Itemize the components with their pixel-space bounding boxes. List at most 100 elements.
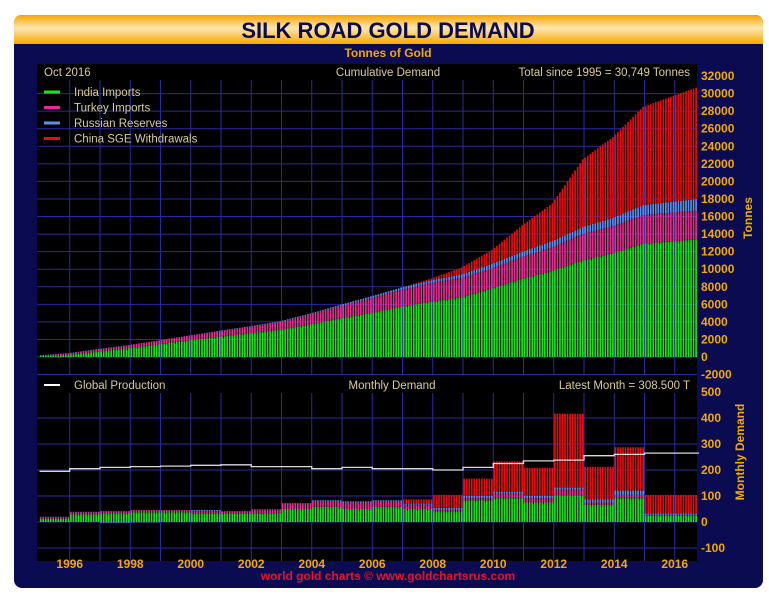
cumulative-bar-segment: [236, 334, 239, 357]
monthly-bar-segment: [102, 511, 105, 514]
monthly-bar-segment: [564, 496, 566, 522]
y-tick-label: 4000: [701, 315, 728, 329]
monthly-bar-segment: [412, 503, 415, 505]
monthly-bar-segment: [155, 512, 158, 522]
monthly-bar-segment: [87, 514, 90, 522]
monthly-bar-segment: [667, 513, 670, 516]
monthly-bar-segment: [339, 506, 342, 522]
cumulative-bar-segment: [566, 181, 569, 235]
x-tick-label: 2004: [298, 557, 325, 571]
cumulative-bar-segment: [604, 142, 607, 221]
monthly-bar-segment: [359, 502, 362, 509]
cumulative-bar-segment: [511, 233, 513, 256]
cumulative-bar-segment: [566, 265, 569, 357]
cumulative-bar-segment: [647, 214, 650, 244]
cumulative-bar-segment: [422, 280, 425, 283]
cumulative-bar-segment: [644, 105, 647, 205]
monthly-bar-segment: [115, 511, 118, 514]
monthly-bar-segment: [332, 501, 334, 507]
cumulative-bar-segment: [435, 279, 438, 283]
monthly-bar-segment: [644, 515, 647, 516]
monthly-bar-segment: [407, 504, 410, 509]
monthly-bar-segment: [349, 502, 352, 509]
monthly-bar-segment: [551, 498, 554, 503]
monthly-bar-segment: [647, 515, 650, 522]
cumulative-bar-segment: [347, 302, 350, 305]
monthly-bar-segment: [664, 513, 667, 516]
monthly-bar-segment: [649, 494, 652, 514]
monthly-bar-segment: [117, 522, 120, 523]
cumulative-bar-segment: [332, 319, 334, 357]
cumulative-bar-segment: [105, 348, 108, 351]
cumulative-bar-segment: [334, 307, 337, 320]
monthly-bar-segment: [70, 514, 72, 522]
monthly-bar-segment: [690, 494, 692, 514]
monthly-bar-segment: [425, 503, 428, 505]
cumulative-bar-segment: [617, 215, 619, 225]
monthly-bar-segment: [145, 512, 148, 522]
monthly-bar-segment: [377, 506, 380, 522]
cumulative-bar-segment: [47, 355, 50, 357]
monthly-bar-segment: [339, 501, 342, 507]
cumulative-bar-segment: [629, 210, 632, 220]
cumulative-bar-segment: [256, 332, 259, 357]
monthly-bar-segment: [238, 511, 241, 514]
cumulative-bar-segment: [445, 299, 448, 357]
cumulative-bar-segment: [367, 297, 370, 299]
monthly-bar-segment: [148, 512, 150, 522]
cumulative-bar-segment: [695, 210, 697, 240]
monthly-bar-segment: [387, 501, 390, 507]
cumulative-bar-segment: [607, 254, 609, 357]
cumulative-bar-segment: [591, 151, 594, 224]
cumulative-bar-segment: [453, 298, 455, 357]
monthly-bar-segment: [102, 513, 105, 522]
monthly-bar-segment: [521, 461, 523, 492]
monthly-bar-segment: [468, 500, 471, 522]
monthly-bar-segment: [594, 504, 597, 522]
x-tick-label: 1998: [117, 557, 144, 571]
cumulative-bar-segment: [561, 242, 564, 268]
monthly-bar-segment: [334, 501, 337, 507]
cumulative-bar-segment: [654, 214, 657, 243]
cumulative-bar-segment: [680, 211, 682, 241]
cumulative-bar-segment: [521, 256, 523, 279]
monthly-bar-segment: [203, 513, 206, 522]
monthly-bar-segment: [67, 518, 70, 522]
monthly-bar-segment: [554, 413, 556, 488]
monthly-bar-segment: [541, 498, 544, 503]
cumulative-bar-segment: [362, 314, 365, 357]
monthly-bar-segment: [675, 494, 677, 514]
cumulative-bar-segment: [554, 199, 556, 240]
monthly-bar-segment: [450, 494, 453, 508]
cumulative-bar-segment: [579, 235, 581, 262]
legend-label: India Imports: [74, 87, 141, 99]
cumulative-bar-segment: [680, 240, 682, 357]
monthly-bar-segment: [473, 500, 476, 522]
monthly-bar-segment: [163, 510, 166, 513]
monthly-bar-segment: [591, 504, 594, 522]
cumulative-bar-segment: [163, 339, 166, 344]
cumulative-bar-segment: [639, 244, 642, 357]
cumulative-bar-segment: [377, 296, 380, 312]
cumulative-bar-segment: [493, 267, 496, 288]
monthly-bar-segment: [123, 522, 125, 523]
cumulative-bar-segment: [246, 327, 249, 334]
monthly-bar-segment: [470, 498, 473, 501]
monthly-bar-segment: [670, 515, 672, 522]
cumulative-bar-segment: [203, 338, 206, 357]
cumulative-bar-segment: [450, 298, 453, 357]
cumulative-bar-segment: [261, 331, 264, 357]
monthly-bar-segment: [175, 510, 178, 513]
cumulative-bar-segment: [531, 248, 534, 254]
monthly-bar-segment: [695, 513, 697, 516]
cumulative-bar-segment: [77, 352, 80, 354]
monthly-bar-segment: [596, 466, 599, 500]
monthly-bar-segment: [168, 512, 171, 522]
cumulative-bar-segment: [153, 341, 155, 345]
cumulative-bar-segment: [112, 349, 115, 357]
monthly-bar-segment: [420, 504, 423, 509]
cumulative-bar-segment: [496, 245, 498, 262]
cumulative-bar-segment: [372, 295, 375, 298]
monthly-bar-segment: [475, 498, 478, 501]
monthly-bar-segment: [193, 511, 196, 514]
